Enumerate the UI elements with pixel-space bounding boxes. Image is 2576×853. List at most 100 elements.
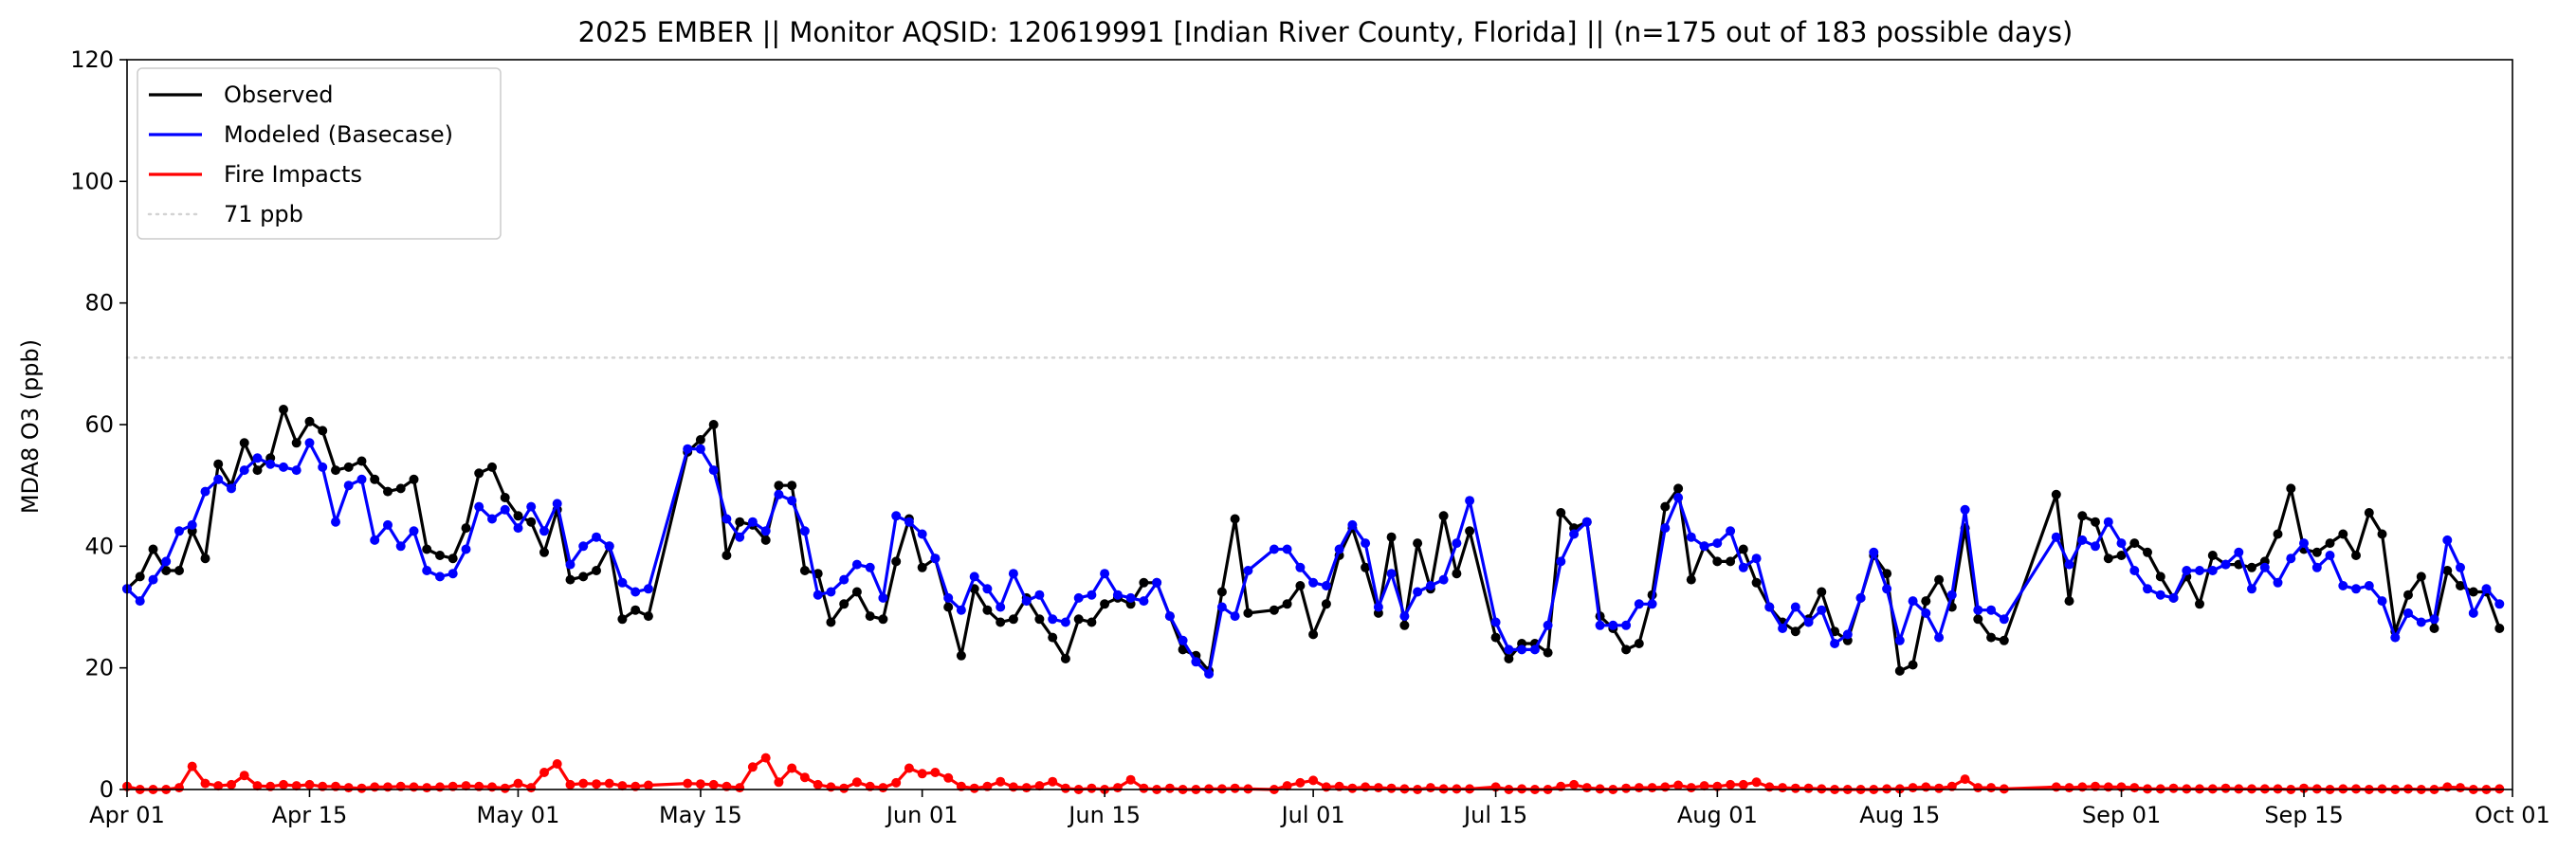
data-point-modeled-basecase <box>2220 559 2231 570</box>
data-point-observed <box>1817 587 1827 597</box>
data-point-fire-impacts <box>799 772 810 783</box>
y-tick-label: 40 <box>84 533 114 559</box>
data-point-modeled-basecase <box>2077 535 2088 545</box>
data-point-modeled-basecase <box>461 544 471 554</box>
data-point-modeled-basecase <box>526 501 537 512</box>
data-point-observed <box>1738 544 1748 554</box>
data-point-fire-impacts <box>2064 783 2074 793</box>
data-point-observed <box>1790 626 1800 637</box>
data-point-observed <box>356 456 367 466</box>
data-point-modeled-basecase <box>1048 614 1058 625</box>
data-point-fire-impacts <box>227 779 236 789</box>
data-point-modeled-basecase <box>1191 657 1201 667</box>
data-point-modeled-basecase <box>2207 566 2218 575</box>
data-point-modeled-basecase <box>1882 584 1892 594</box>
data-point-modeled-basecase <box>2051 532 2061 542</box>
data-point-fire-impacts <box>1386 783 1397 793</box>
data-point-observed <box>487 462 497 472</box>
data-point-modeled-basecase <box>2390 632 2401 643</box>
data-point-observed <box>2143 547 2152 557</box>
data-point-modeled-basecase <box>1999 614 2009 625</box>
data-point-modeled-basecase <box>1647 599 1657 609</box>
data-point-fire-impacts <box>1021 783 1032 793</box>
y-axis-label: MDA8 O3 (ppb) <box>17 339 44 514</box>
data-point-observed <box>1087 617 1097 627</box>
data-point-observed <box>760 535 771 545</box>
data-point-observed <box>304 416 315 426</box>
data-point-observed <box>878 614 888 625</box>
data-point-fire-impacts <box>1034 781 1045 791</box>
data-point-observed <box>917 562 927 572</box>
data-point-observed <box>448 554 458 564</box>
data-point-observed <box>695 435 705 445</box>
data-point-fire-impacts <box>708 779 719 789</box>
data-point-modeled-basecase <box>1504 644 1514 655</box>
data-point-modeled-basecase <box>760 526 771 536</box>
data-point-observed <box>722 551 732 560</box>
data-point-modeled-basecase <box>2299 538 2309 549</box>
data-point-modeled-basecase <box>1778 624 1788 633</box>
data-point-modeled-basecase <box>1282 544 1292 554</box>
data-point-modeled-basecase <box>735 532 745 542</box>
data-point-modeled-basecase <box>539 526 549 536</box>
data-point-modeled-basecase <box>2338 581 2348 590</box>
data-point-modeled-basecase <box>1399 611 1410 622</box>
data-point-fire-impacts <box>1764 782 1775 792</box>
data-point-modeled-basecase <box>513 523 523 534</box>
data-point-fire-impacts <box>943 772 954 783</box>
data-point-modeled-basecase <box>1556 556 1566 567</box>
data-point-modeled-basecase <box>2259 562 2270 572</box>
data-point-fire-impacts <box>1647 783 1657 793</box>
data-point-modeled-basecase <box>2168 592 2179 603</box>
data-point-fire-impacts <box>1934 783 1945 793</box>
data-point-modeled-basecase <box>1712 538 1723 549</box>
data-point-observed <box>2207 551 2218 560</box>
data-point-modeled-basecase <box>799 526 810 536</box>
data-point-fire-impacts <box>2129 783 2140 793</box>
data-point-observed <box>708 420 719 429</box>
data-point-fire-impacts <box>1139 783 1149 793</box>
data-point-fire-impacts <box>839 783 850 793</box>
data-point-fire-impacts <box>1087 783 1097 793</box>
data-point-modeled-basecase <box>1373 602 1383 612</box>
data-point-fire-impacts <box>1373 783 1383 793</box>
data-point-observed <box>2286 483 2296 494</box>
data-point-modeled-basecase <box>969 572 979 582</box>
data-point-modeled-basecase <box>2286 554 2296 564</box>
data-point-modeled-basecase <box>1243 566 1253 575</box>
data-point-modeled-basecase <box>1386 569 1397 579</box>
data-point-modeled-basecase <box>174 526 184 536</box>
data-point-modeled-basecase <box>2143 584 2152 594</box>
y-tick-label: 120 <box>70 46 114 73</box>
data-point-fire-impacts <box>813 779 823 789</box>
data-point-fire-impacts <box>1726 779 1736 789</box>
data-point-observed <box>865 611 875 622</box>
data-point-observed <box>1034 614 1045 625</box>
data-point-observed <box>1230 514 1240 524</box>
x-tick-label: May 15 <box>659 802 742 828</box>
data-point-modeled-basecase <box>135 596 145 607</box>
data-point-observed <box>2091 517 2100 527</box>
data-point-modeled-basecase <box>1139 596 1149 607</box>
data-point-fire-impacts <box>891 777 902 788</box>
data-point-observed <box>526 517 537 527</box>
data-point-modeled-basecase <box>2416 617 2426 627</box>
data-point-fire-impacts <box>760 753 771 763</box>
data-point-modeled-basecase <box>1425 581 1435 590</box>
data-point-modeled-basecase <box>304 438 315 448</box>
data-point-observed <box>1452 569 1462 579</box>
data-point-observed <box>1751 577 1762 588</box>
data-point-modeled-basecase <box>1347 519 1358 530</box>
data-point-observed <box>161 566 172 575</box>
data-point-fire-impacts <box>774 777 784 788</box>
data-point-observed <box>617 614 628 625</box>
data-point-observed <box>943 602 954 612</box>
data-point-observed <box>2442 566 2453 575</box>
data-point-modeled-basecase <box>318 462 328 472</box>
data-point-modeled-basecase <box>813 590 823 600</box>
data-point-observed <box>2325 538 2335 549</box>
x-tick-label: Jun 01 <box>885 802 959 828</box>
data-point-observed <box>1726 556 1736 567</box>
data-point-modeled-basecase <box>1751 554 1762 564</box>
